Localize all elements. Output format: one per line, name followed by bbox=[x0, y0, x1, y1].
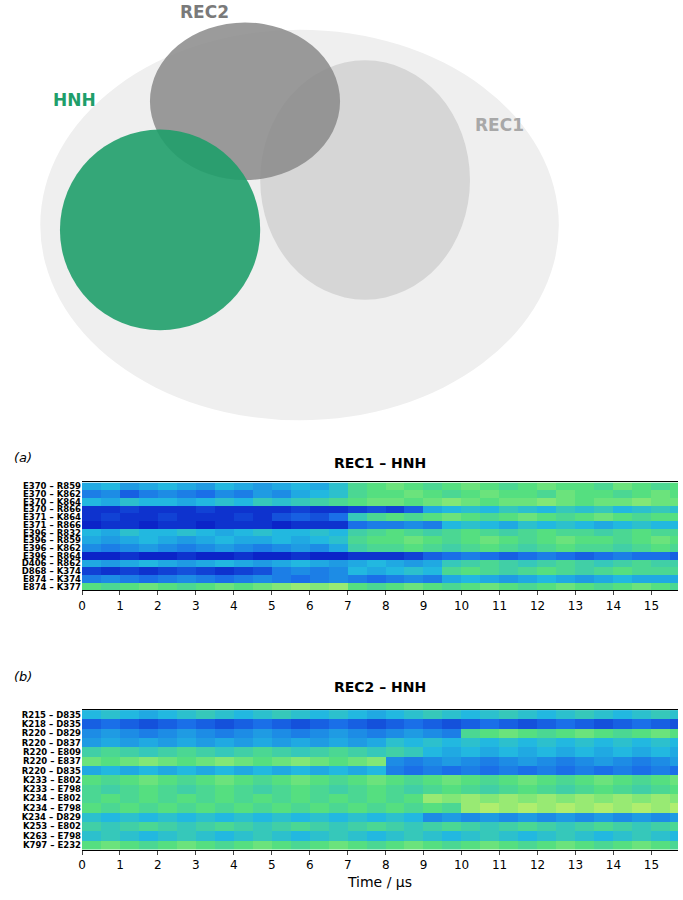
svg-text:E370 – R859: E370 – R859 bbox=[23, 481, 81, 491]
svg-text:3: 3 bbox=[192, 599, 200, 613]
svg-text:REC2: REC2 bbox=[180, 2, 229, 22]
svg-text:D868 – K374: D868 – K374 bbox=[22, 566, 81, 576]
svg-text:E371 – K864: E371 – K864 bbox=[23, 512, 81, 522]
svg-text:E370 – R866: E370 – R866 bbox=[23, 504, 81, 514]
svg-text:14: 14 bbox=[606, 599, 621, 613]
svg-text:REC2 – HNH: REC2 – HNH bbox=[334, 679, 426, 695]
svg-text:2: 2 bbox=[154, 858, 162, 872]
svg-text:R215 – D835: R215 – D835 bbox=[22, 710, 81, 720]
svg-text:E370 – K862: E370 – K862 bbox=[23, 489, 81, 499]
svg-text:K234 – E802: K234 – E802 bbox=[23, 793, 81, 803]
svg-text:2: 2 bbox=[154, 599, 162, 613]
svg-text:12: 12 bbox=[530, 599, 545, 613]
svg-text:9: 9 bbox=[420, 858, 428, 872]
svg-text:3: 3 bbox=[192, 858, 200, 872]
svg-text:K263 – E798: K263 – E798 bbox=[23, 831, 81, 841]
svg-text:Time / µs: Time / µs bbox=[347, 874, 412, 890]
svg-text:13: 13 bbox=[568, 858, 583, 872]
svg-text:6: 6 bbox=[306, 858, 314, 872]
svg-text:E874 – K377: E874 – K377 bbox=[23, 582, 81, 592]
svg-text:D406 – R862: D406 – R862 bbox=[22, 558, 81, 568]
svg-text:(b): (b) bbox=[14, 669, 32, 684]
svg-text:R220 – D835: R220 – D835 bbox=[22, 766, 81, 776]
svg-text:15: 15 bbox=[644, 858, 659, 872]
svg-text:K233 – E798: K233 – E798 bbox=[23, 784, 81, 794]
svg-text:K253 – E802: K253 – E802 bbox=[23, 821, 81, 831]
svg-text:1: 1 bbox=[116, 599, 124, 613]
svg-text:4: 4 bbox=[230, 858, 238, 872]
svg-text:K234 – D829: K234 – D829 bbox=[22, 812, 81, 822]
svg-text:14: 14 bbox=[606, 858, 621, 872]
svg-text:5: 5 bbox=[268, 858, 276, 872]
svg-text:R220 – E809: R220 – E809 bbox=[23, 747, 81, 757]
svg-text:R220 – E837: R220 – E837 bbox=[23, 756, 81, 766]
svg-text:E396 – R832: E396 – R832 bbox=[23, 528, 81, 538]
svg-text:5: 5 bbox=[268, 599, 276, 613]
svg-text:E371 – R866: E371 – R866 bbox=[23, 520, 81, 530]
svg-text:K234 – E798: K234 – E798 bbox=[23, 803, 81, 813]
svg-text:12: 12 bbox=[530, 858, 545, 872]
svg-text:HNH: HNH bbox=[53, 90, 96, 110]
svg-text:10: 10 bbox=[454, 858, 469, 872]
svg-text:E396 – K862: E396 – K862 bbox=[23, 543, 81, 553]
svg-text:8: 8 bbox=[382, 599, 390, 613]
svg-text:K218 – D835: K218 – D835 bbox=[22, 719, 81, 729]
svg-text:0: 0 bbox=[78, 599, 86, 613]
svg-text:7: 7 bbox=[344, 858, 352, 872]
svg-text:E396 – R859: E396 – R859 bbox=[23, 535, 81, 545]
svg-text:E874 – K374: E874 – K374 bbox=[23, 574, 81, 584]
svg-text:0: 0 bbox=[78, 858, 86, 872]
svg-text:7: 7 bbox=[344, 599, 352, 613]
svg-text:REC1: REC1 bbox=[475, 115, 524, 135]
svg-text:R220 – D829: R220 – D829 bbox=[22, 728, 81, 738]
svg-text:REC1 – HNH: REC1 – HNH bbox=[334, 455, 426, 471]
svg-text:R220 – D837: R220 – D837 bbox=[22, 738, 81, 748]
svg-text:11: 11 bbox=[492, 858, 507, 872]
svg-text:E396 – R864: E396 – R864 bbox=[23, 551, 81, 561]
svg-text:K797 – E232: K797 – E232 bbox=[23, 840, 81, 850]
svg-text:E370 – K864: E370 – K864 bbox=[23, 497, 81, 507]
svg-text:8: 8 bbox=[382, 858, 390, 872]
svg-text:15: 15 bbox=[644, 599, 659, 613]
svg-text:6: 6 bbox=[306, 599, 314, 613]
svg-text:10: 10 bbox=[454, 599, 469, 613]
svg-text:K233 – E802: K233 – E802 bbox=[23, 775, 81, 785]
svg-text:(a): (a) bbox=[14, 450, 32, 465]
svg-text:4: 4 bbox=[230, 599, 238, 613]
svg-text:1: 1 bbox=[116, 858, 124, 872]
svg-text:9: 9 bbox=[420, 599, 428, 613]
svg-text:11: 11 bbox=[492, 599, 507, 613]
svg-text:13: 13 bbox=[568, 599, 583, 613]
